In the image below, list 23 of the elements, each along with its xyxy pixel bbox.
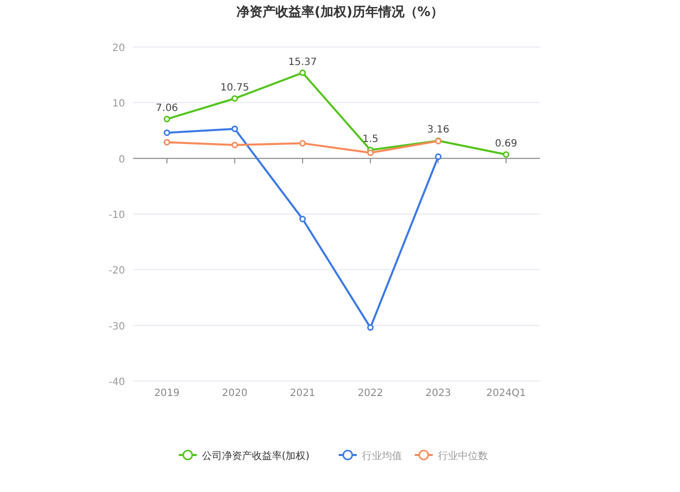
x-tick-label: 2021 [290,388,316,399]
y-tick-label: -40 [108,377,125,388]
y-tick-label: -30 [108,321,125,332]
y-tick-label: 20 [112,43,125,54]
data-label: 10.75 [220,82,250,94]
y-tick-label: -10 [108,210,125,221]
legend-label: 行业中位数 [438,450,488,462]
data-label: 15.37 [288,56,317,68]
x-tick-label: 2022 [358,388,384,399]
x-tick-label: 2020 [222,388,248,399]
y-tick-label: 10 [112,98,125,110]
y-tick-label: -20 [108,266,125,277]
chart-title: 净资产收益率(加权)历年情况（%） [236,4,444,20]
legend-label: 行业均值 [362,450,402,462]
x-tick-label: 2023 [426,388,451,399]
y-tick-label: 0 [118,154,125,166]
data-label: 0.69 [494,138,518,150]
x-tick-label: 2019 [154,388,180,399]
data-label: 7.06 [156,103,178,114]
legend-label: 公司净资产收益率(加权) [202,450,310,462]
x-tick-label: 2024Q1 [486,388,526,399]
data-label: 1.5 [362,134,378,145]
data-label: 3.16 [427,124,450,136]
